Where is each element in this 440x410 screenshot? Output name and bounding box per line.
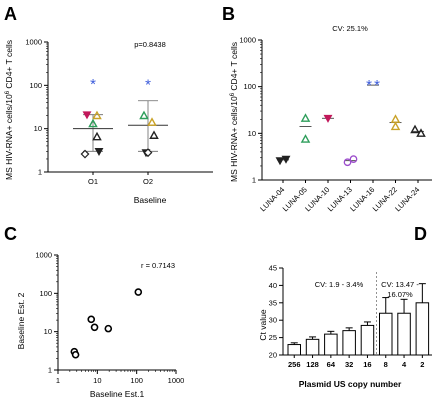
panel-d-bar bbox=[342, 330, 356, 356]
panel-a-point bbox=[92, 131, 102, 141]
panel-c-chart: Baseline Est. 2 Baseline Est.1 r = 0.714… bbox=[16, 251, 184, 400]
panel-d-cv-right-line2: 16.07% bbox=[387, 290, 413, 299]
panel-a-ylabel: MS HIV-RNA+ cells/106 CD4+ T cells bbox=[4, 40, 14, 180]
panel-d-bar bbox=[379, 312, 393, 356]
panel-label-a: A bbox=[4, 4, 17, 24]
panel-b-ylabel: MS HIV-RNA+ cells/106 CD4+ T cells bbox=[229, 42, 239, 182]
panel-d-ytick-label: 25 bbox=[269, 333, 277, 342]
panel-d-ytick-label: 40 bbox=[269, 281, 277, 290]
panel-b-point bbox=[343, 158, 352, 167]
panel-b-point bbox=[275, 157, 285, 166]
panel-d-chart: Ct value Plasmid US copy number CV: 1.9 … bbox=[258, 264, 432, 389]
panel-a-xtick-label: O1 bbox=[88, 177, 98, 186]
panel-a-point bbox=[143, 148, 153, 158]
panel-c-ytick-label: 1000 bbox=[35, 251, 52, 260]
panel-a-xlabel: Baseline bbox=[134, 195, 167, 205]
panel-d-xtick-label: 2 bbox=[420, 360, 424, 369]
panel-b-point bbox=[281, 155, 291, 164]
panel-c-xtick-label: 10 bbox=[93, 376, 101, 385]
panel-b-xtick-label: LUNA-24 bbox=[393, 185, 421, 213]
panel-d-xtick-label: 256 bbox=[288, 360, 301, 369]
panel-b-ytick-label: 10 bbox=[248, 129, 256, 138]
panel-b-point bbox=[300, 113, 311, 122]
panel-a-chart: MS HIV-RNA+ cells/106 CD4+ T cells Basel… bbox=[4, 38, 213, 205]
panel-a-point bbox=[88, 118, 98, 128]
panel-a-pvalue: p=0.8438 bbox=[134, 40, 166, 49]
panel-d-bar bbox=[324, 333, 338, 356]
panel-c-ytick-label: 10 bbox=[44, 327, 52, 336]
panel-d-xtick-label: 16 bbox=[363, 360, 371, 369]
panel-b-point bbox=[390, 121, 401, 131]
panel-b-point bbox=[390, 114, 401, 123]
panel-d-bar bbox=[287, 344, 301, 356]
panel-a-point bbox=[94, 147, 104, 156]
panel-d-xtick-label: 128 bbox=[306, 360, 319, 369]
panel-c-ytick-label: 1 bbox=[48, 366, 52, 375]
panel-d-bar bbox=[397, 312, 411, 356]
panel-label-d: D bbox=[414, 224, 427, 244]
panel-b-ytick-label: 100 bbox=[243, 82, 256, 91]
panel-a-point bbox=[139, 110, 149, 120]
panel-c-point bbox=[71, 350, 80, 359]
panel-d-cv-right-line1: CV: 13.47 - bbox=[381, 280, 419, 289]
panel-b-chart: MS HIV-RNA+ cells/106 CD4+ T cells CV: 2… bbox=[229, 24, 432, 213]
panel-c-xtick-label: 1 bbox=[56, 376, 60, 385]
panel-d-xtick-label: 32 bbox=[345, 360, 353, 369]
panel-c-xtick-label: 100 bbox=[130, 376, 143, 385]
panel-d-bar bbox=[360, 324, 375, 356]
panel-a-xtick-label: O2 bbox=[143, 177, 153, 186]
panel-d-ytick-label: 20 bbox=[269, 351, 277, 360]
panel-a-point bbox=[149, 130, 159, 139]
panel-a-ytick-label: 1 bbox=[38, 168, 42, 177]
panel-a-point bbox=[80, 149, 90, 159]
panel-a-ytick-label: 100 bbox=[29, 81, 42, 90]
panel-d-ytick-label: 30 bbox=[269, 316, 277, 325]
panel-d-bar bbox=[415, 302, 430, 356]
panel-c-xtick-label: 1000 bbox=[168, 376, 185, 385]
panel-c-ytick-label: 100 bbox=[39, 289, 52, 298]
panel-d-ytick-label: 35 bbox=[269, 298, 277, 307]
panel-d-bar bbox=[305, 338, 320, 356]
panel-c-point bbox=[104, 324, 113, 333]
panel-d-xtick-label: 8 bbox=[384, 360, 388, 369]
panel-c-ylabel: Baseline Est. 2 bbox=[16, 292, 26, 349]
panel-b-cv: CV: 25.1% bbox=[332, 24, 368, 33]
panel-b-point bbox=[300, 134, 311, 143]
panel-a-ytick-label: 1000 bbox=[25, 38, 42, 47]
panel-b-point: * bbox=[374, 77, 380, 94]
panel-c-point bbox=[134, 288, 143, 296]
panel-label-c: C bbox=[4, 224, 17, 244]
panel-d-ylabel: Ct value bbox=[258, 309, 268, 340]
panel-a-point bbox=[82, 111, 92, 120]
panel-b-ytick-label: 1 bbox=[252, 176, 256, 185]
panel-c-point bbox=[87, 315, 96, 324]
panel-b-point bbox=[416, 128, 426, 137]
panel-a-point bbox=[147, 117, 157, 126]
panel-d-xtick-label: 4 bbox=[402, 360, 407, 369]
panel-d-xtick-label: 64 bbox=[327, 360, 336, 369]
panel-a-point: * bbox=[145, 77, 151, 94]
panel-c-point bbox=[90, 323, 99, 332]
panel-a-ytick-label: 10 bbox=[34, 124, 42, 133]
panel-b-point bbox=[410, 124, 420, 134]
panel-b-ytick-label: 1000 bbox=[239, 36, 256, 45]
panel-c-xlabel: Baseline Est.1 bbox=[90, 389, 145, 399]
panel-a-point bbox=[92, 110, 102, 120]
panel-label-b: B bbox=[222, 4, 235, 24]
panel-c-r-value: r = 0.7143 bbox=[141, 261, 175, 270]
panel-b-point: * bbox=[366, 77, 372, 94]
panel-b-point bbox=[349, 155, 358, 163]
panel-b-point bbox=[323, 114, 333, 123]
panel-d-ytick-label: 45 bbox=[269, 264, 277, 273]
panel-d-cv-left: CV: 1.9 - 3.4% bbox=[315, 280, 364, 289]
panel-a-point: * bbox=[90, 76, 96, 93]
panel-d-xlabel: Plasmid US copy number bbox=[299, 379, 402, 389]
